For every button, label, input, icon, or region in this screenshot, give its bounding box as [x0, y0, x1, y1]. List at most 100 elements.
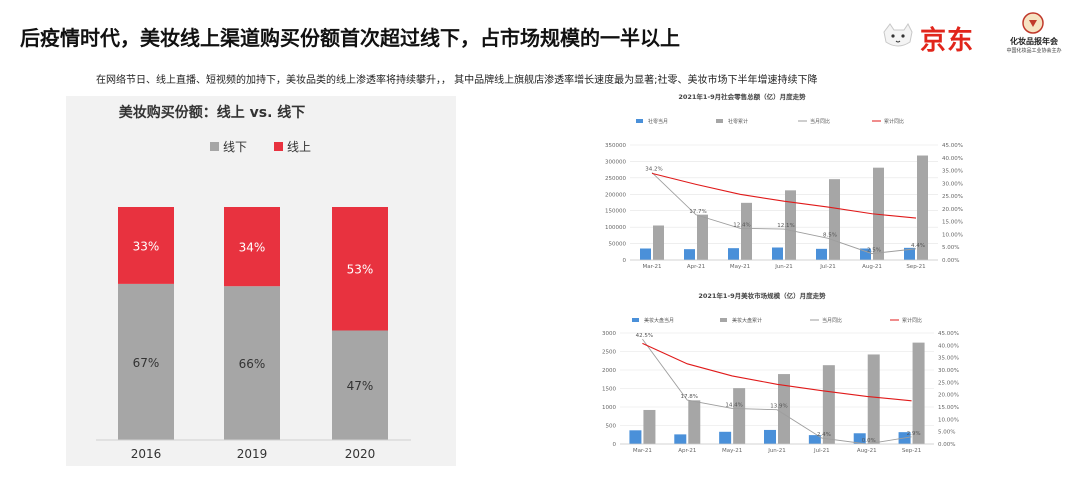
y-right-tick-label: 0.00%: [942, 258, 959, 264]
legend-label-2: 当月同比: [822, 317, 842, 324]
y-left-tick-label: 350000: [605, 143, 626, 149]
data-label-1: 17.7%: [689, 209, 706, 215]
legend-label-1: 线上: [287, 140, 311, 154]
data-label-6: 4.4%: [911, 243, 925, 249]
bar-1-May-21: [733, 388, 746, 444]
chart-title: 2021年1-9月社会零售总额（亿）月度走势: [678, 92, 806, 101]
data-label-4: 2.4%: [817, 432, 831, 438]
y-right-tick-label: 30.00%: [942, 181, 963, 187]
y-right-tick-label: 20.00%: [942, 207, 963, 213]
bar-online-2020: [332, 207, 388, 331]
y-left-tick-label: 1000: [602, 405, 616, 411]
bar-1-Jul-21: [829, 179, 840, 260]
y-left-tick-label: 1500: [602, 387, 616, 393]
bar-online-2019: [224, 207, 280, 287]
data-label-5: 2.5%: [867, 248, 881, 254]
x-tick-label-Aug-21: Aug-21: [857, 448, 877, 454]
x-tick-label-Jul-21: Jul-21: [819, 264, 836, 270]
x-tick-label-Sep-21: Sep-21: [906, 264, 925, 270]
association-name: 化妆品报年会: [1010, 37, 1058, 46]
y-right-tick-label: 5.00%: [942, 245, 959, 251]
bar-online-2016: [118, 207, 174, 284]
y-right-tick-label: 35.00%: [942, 169, 963, 175]
x-tick-label-2020: 2020: [345, 447, 376, 461]
dog-icon: [883, 23, 913, 47]
bar-0-May-21: [719, 431, 732, 444]
bar-0-Sep-21: [904, 247, 915, 260]
legend-swatch-0: [210, 142, 219, 151]
series-line-1: [642, 342, 912, 402]
bar-1-Jul-21: [822, 365, 835, 444]
data-label-4: 8.5%: [823, 232, 837, 238]
y-right-tick-label: 25.00%: [942, 194, 963, 200]
bar-1-Mar-21: [653, 225, 664, 260]
legend-label-1: 美妆大盘累计: [732, 317, 762, 324]
data-label-online-2020: 53%: [347, 263, 374, 277]
legend-swatch-0: [632, 318, 639, 322]
bar-0-Jul-21: [808, 435, 821, 444]
retail-combo-chart-panel: 2021年1-9月社会零售总额（亿）月度走势 社零当月 社零累计 当月同比 累计同比 0 5…: [592, 88, 972, 276]
data-label-1: 17.8%: [681, 394, 698, 400]
y-right-tick-label: 45.00%: [942, 143, 963, 149]
beauty-combo-chart-panel: 2021年1-9月美妆市场规模（亿）月度走势 美妆大盘当月 美妆大盘累计 当月同比 累计…: [592, 287, 972, 464]
y-left-tick-label: 3000: [602, 331, 616, 337]
page-title: 后疫情时代，美妆线上渠道购买份额首次超过线下，占市场规模的一半以上: [20, 26, 680, 50]
x-tick-label-2019: 2019: [237, 447, 268, 461]
y-right-tick-label: 20.00%: [938, 393, 959, 399]
data-label-2: 14.4%: [725, 402, 742, 408]
bar-1-Jun-21: [778, 374, 790, 444]
bar-0-Apr-21: [674, 434, 687, 444]
data-label-2: 12.4%: [733, 222, 750, 228]
y-left-tick-label: 50000: [609, 242, 627, 248]
bar-1-Mar-21: [643, 409, 656, 444]
x-tick-label-2016: 2016: [131, 447, 162, 461]
jd-logo: 京东: [880, 16, 988, 56]
x-tick-label-May-21: May-21: [730, 264, 750, 270]
legend-label-2: 当月同比: [810, 118, 830, 125]
x-tick-label-Mar-21: Mar-21: [633, 448, 652, 454]
legend-swatch-1: [720, 318, 727, 322]
x-tick-label-Jun-21: Jun-21: [774, 264, 793, 270]
jd-logo-text: 京东: [920, 26, 975, 56]
x-tick-label-Mar-21: Mar-21: [642, 264, 661, 270]
legend-label-3: 累计同比: [902, 317, 922, 324]
data-label-5: 0.0%: [862, 438, 876, 444]
bar-0-Aug-21: [860, 248, 871, 260]
bar-1-May-21: [741, 202, 752, 260]
data-label-3: 12.1%: [777, 223, 794, 229]
y-right-tick-label: 10.00%: [942, 232, 963, 238]
data-label-0: 42.5%: [636, 333, 653, 339]
chart-title: 美妆购买份额：线上 vs. 线下: [119, 104, 306, 121]
y-right-tick-label: 10.00%: [938, 417, 959, 423]
bar-0-Jun-21: [764, 429, 776, 444]
bar-0-Apr-21: [684, 249, 695, 260]
page-subtitle: 在网络节日、线上直播、短视频的加持下，美妆品类的线上渗透率将持续攀升，， 其中品…: [96, 75, 818, 86]
y-right-tick-label: 35.00%: [938, 356, 959, 362]
share-chart-panel: 美妆购买份额：线上 vs. 线下 线下 线上 67% 33% 2016 66% 34% 2019…: [66, 96, 456, 466]
bar-1-Apr-21: [688, 400, 701, 444]
association-logo: 化妆品报年会 中国化妆品工业协会主办: [996, 12, 1076, 58]
x-tick-label-May-21: May-21: [722, 448, 742, 454]
bar-0-Aug-21: [853, 433, 866, 444]
y-right-tick-label: 30.00%: [938, 368, 959, 374]
x-tick-label-Jul-21: Jul-21: [813, 448, 830, 454]
legend-swatch-1: [274, 142, 283, 151]
association-subname: 中国化妆品工业协会主办: [1006, 48, 1062, 54]
bar-offline-2020: [332, 330, 388, 440]
y-right-tick-label: 0.00%: [938, 442, 955, 448]
bar-1-Aug-21: [867, 354, 880, 444]
legend-swatch-1: [716, 119, 723, 123]
y-left-tick-label: 0: [623, 258, 627, 264]
bar-1-Sep-21: [912, 342, 925, 444]
legend-label-1: 社零累计: [728, 118, 748, 125]
x-tick-label-Apr-21: Apr-21: [678, 448, 696, 454]
data-label-6: 2.9%: [907, 431, 921, 437]
y-left-tick-label: 0: [613, 442, 617, 448]
y-right-tick-label: 15.00%: [942, 220, 963, 226]
bar-offline-2019: [224, 286, 280, 440]
bar-0-Mar-21: [629, 430, 642, 444]
legend-label-0: 线下: [223, 140, 247, 154]
data-label-online-2019: 34%: [239, 241, 266, 255]
y-right-tick-label: 40.00%: [938, 343, 959, 349]
